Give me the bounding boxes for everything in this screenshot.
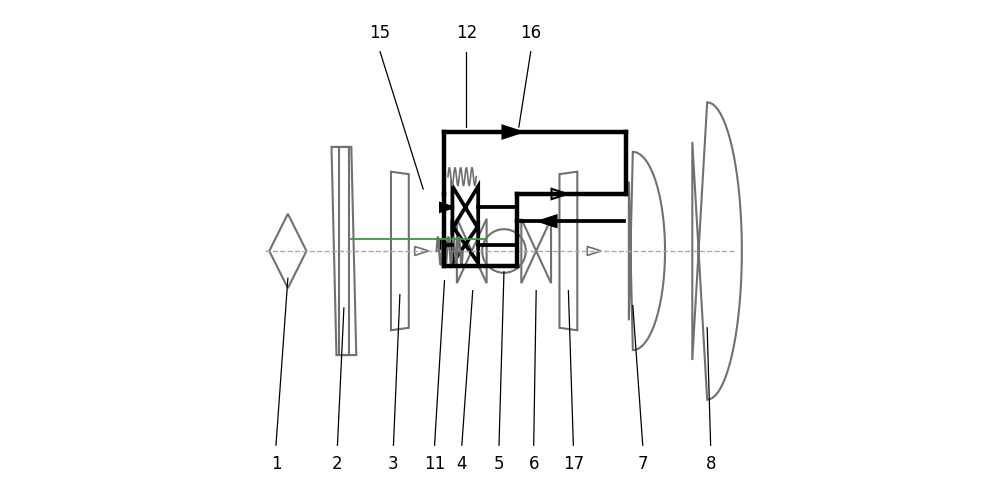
Text: 8: 8 bbox=[705, 455, 716, 473]
Text: 6: 6 bbox=[528, 455, 539, 473]
Text: 4: 4 bbox=[457, 455, 467, 473]
Text: 16: 16 bbox=[520, 24, 541, 42]
Text: 3: 3 bbox=[388, 455, 399, 473]
Text: 7: 7 bbox=[637, 455, 648, 473]
Text: 1: 1 bbox=[271, 455, 281, 473]
Text: 17: 17 bbox=[563, 455, 584, 473]
Text: 5: 5 bbox=[494, 455, 504, 473]
Text: 15: 15 bbox=[369, 24, 391, 42]
Text: 12: 12 bbox=[456, 24, 477, 42]
Polygon shape bbox=[440, 203, 454, 212]
Polygon shape bbox=[502, 126, 522, 139]
Polygon shape bbox=[441, 241, 453, 248]
Polygon shape bbox=[539, 215, 556, 227]
Text: 11: 11 bbox=[424, 455, 445, 473]
Text: 2: 2 bbox=[332, 455, 343, 473]
